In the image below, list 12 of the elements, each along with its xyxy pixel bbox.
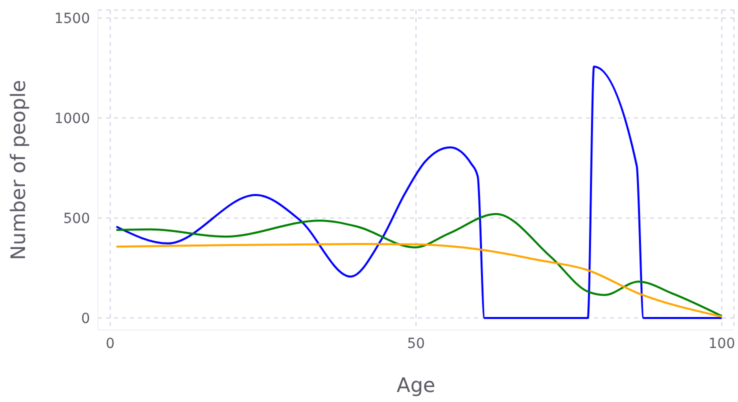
x-tick-label: 50	[407, 336, 425, 352]
line-series	[115, 213, 723, 317]
x-tick-label: 100	[708, 336, 736, 352]
line-series	[115, 66, 723, 319]
y-tick-label: 500	[63, 210, 90, 227]
line-series	[115, 243, 723, 318]
y-tick-label: 1500	[54, 10, 90, 27]
y-tick-label: 1000	[54, 110, 90, 127]
y-axis-title: Number of people	[6, 80, 30, 260]
x-axis-title: Age	[396, 373, 436, 397]
y-tick-label: 0	[81, 310, 90, 327]
x-tick-label: 0	[106, 336, 115, 352]
